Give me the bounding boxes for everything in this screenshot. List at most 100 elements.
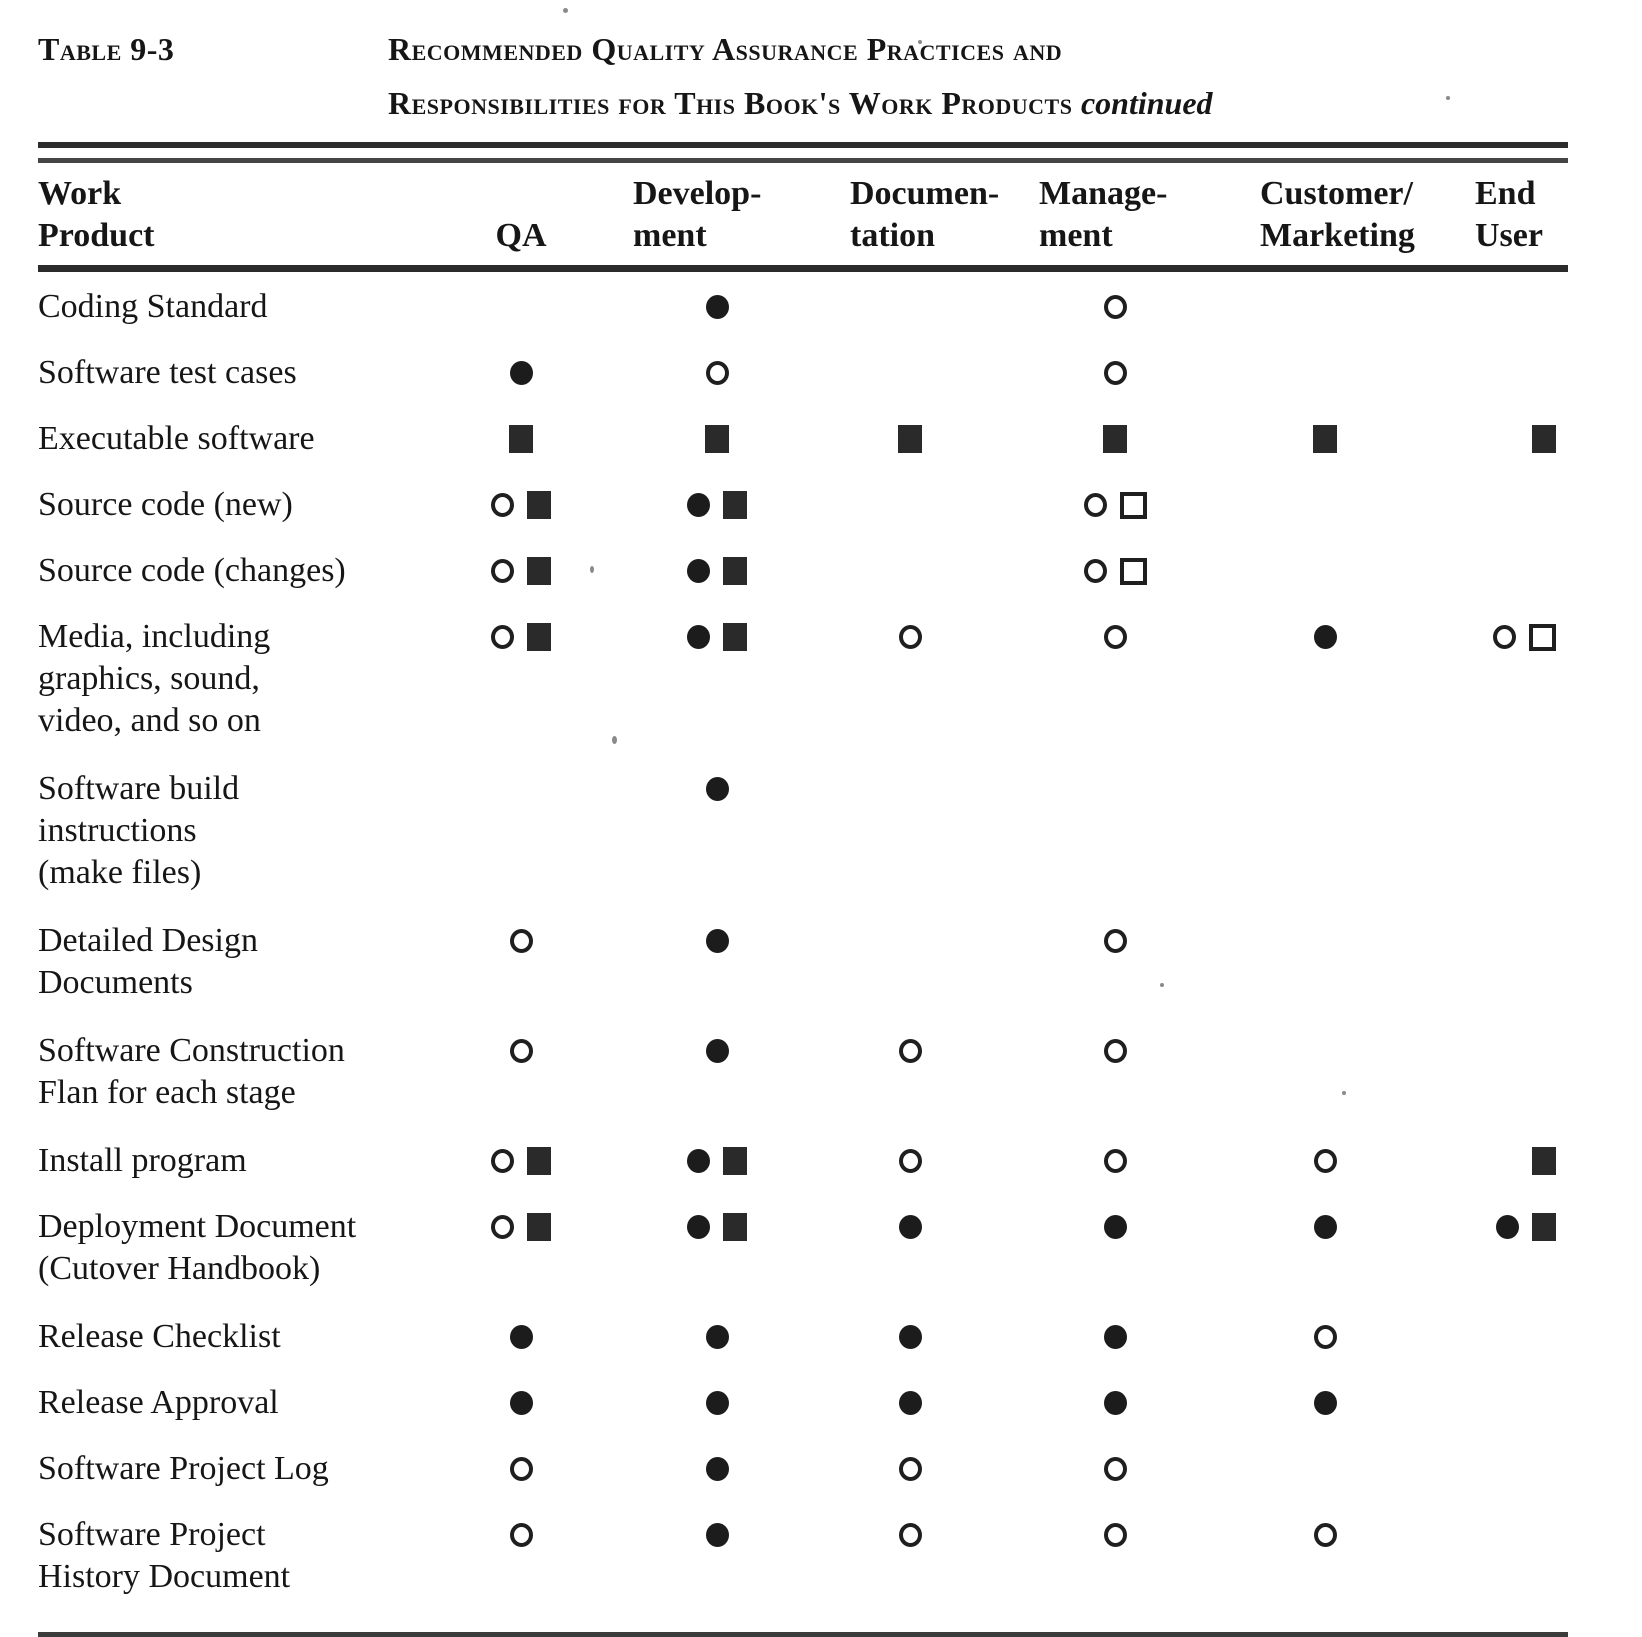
open-circle-icon [1083,493,1107,517]
bottom-rule [38,1632,1568,1637]
open-circle-icon [1103,1457,1127,1481]
table-row: Media, including graphics, sound, video,… [38,616,1568,768]
table-row: Source code (changes) [38,550,1568,616]
open-circle-icon [898,1149,922,1173]
cell-documentation [850,352,970,418]
open-circle-icon [898,1523,922,1547]
filled-circle-icon [509,1391,533,1415]
cell-management [970,616,1260,768]
work-product-name: Software Project Log [38,1450,329,1487]
filled-square-icon [527,623,551,651]
work-product-name: Deployment Document (Cutover Handbook) [38,1208,357,1287]
cell-management [970,1206,1260,1316]
cell-development [584,1382,850,1448]
work-product-name: Software Project History Document [38,1516,291,1595]
cell-end_user [1390,1448,1568,1514]
work-product-name: Release Approval [38,1384,279,1421]
cell-qa [458,1140,584,1206]
table-row: Release Approval [38,1382,1568,1448]
open-circle-icon [1313,1149,1337,1173]
cell-development [584,1514,850,1624]
work-product-name: Coding Standard [38,288,268,325]
cell-customer_marketing [1260,1206,1390,1316]
cell-development [584,352,850,418]
cell-customer_marketing [1260,920,1390,1030]
column-header-development: Develop- ment [584,163,850,272]
table-row: Software Project History Document [38,1514,1568,1624]
cell-end_user [1390,1206,1568,1316]
filled-square-icon [1313,425,1337,453]
cell-qa [458,1382,584,1448]
cell-management [970,269,1260,353]
table-header-row: Work Product QA Develop- ment Documen- tati… [38,163,1568,272]
work-product-name: Release Checklist [38,1318,281,1355]
cell-qa [458,352,584,418]
cell-qa [458,1030,584,1140]
table-row: Software test cases [38,352,1568,418]
filled-circle-icon [687,493,710,517]
cell-documentation [850,616,970,768]
work-product-name: Install program [38,1142,247,1179]
table-title-line2: Responsibilities for This Book's Work Pr… [388,85,1213,121]
filled-circle-icon [705,1457,729,1481]
column-header-customer_marketing: Customer/ Marketing [1260,163,1415,272]
cell-end_user [1390,1140,1568,1206]
table-row: Coding Standard [38,269,1568,353]
table-row: Source code (new) [38,484,1568,550]
cell-documentation [850,1514,970,1624]
work-product-name: Software Construction Flan for each stag… [38,1032,345,1111]
cell-qa [458,484,584,550]
work-product-name: Software build instructions (make files) [38,770,240,891]
filled-circle-icon [1313,1391,1337,1415]
scan-speck [1342,1091,1346,1095]
open-square-icon [1119,558,1147,585]
filled-circle-icon [705,295,729,319]
scan-speck [563,8,568,13]
table-row: Executable software [38,418,1568,484]
table-number-label: Table 9-3 [38,31,175,67]
filled-circle-icon [687,559,710,583]
cell-end_user [1390,418,1568,484]
open-circle-icon [509,1523,533,1547]
cell-qa [458,418,584,484]
cell-management [970,768,1260,920]
open-circle-icon [898,1457,922,1481]
cell-qa [458,616,584,768]
cell-documentation [850,484,970,550]
scan-speck [590,566,594,573]
open-circle-icon [1103,929,1127,953]
work-product-name: Software test cases [38,354,297,391]
table-row: Detailed Design Documents [38,920,1568,1030]
filled-circle-icon [705,1391,729,1415]
cell-management [970,1316,1260,1382]
open-circle-icon [509,1457,533,1481]
cell-customer_marketing [1260,768,1390,920]
open-circle-icon [509,1039,533,1063]
cell-customer_marketing [1260,1316,1390,1382]
cell-development [584,768,850,920]
cell-qa [458,1206,584,1316]
qa-responsibility-table: Work Product QA Develop- ment Documen- tati… [38,163,1568,1624]
work-product-name: Source code (changes) [38,552,346,589]
cell-customer_marketing [1260,352,1390,418]
cell-documentation [850,920,970,1030]
filled-square-icon [723,623,747,651]
filled-square-icon [527,557,551,585]
open-circle-icon [1103,1149,1127,1173]
filled-circle-icon [509,361,533,385]
open-circle-icon [1103,1523,1127,1547]
filled-square-icon [1532,1147,1556,1175]
table-row: Software Construction Flan for each stag… [38,1030,1568,1140]
open-circle-icon [1103,625,1127,649]
cell-development [584,1316,850,1382]
filled-circle-icon [705,777,729,801]
filled-circle-icon [509,1325,533,1349]
cell-development [584,1140,850,1206]
open-circle-icon [705,361,729,385]
column-header-management: Manage- ment [970,163,1260,272]
cell-customer_marketing [1260,1140,1390,1206]
cell-qa [458,269,584,353]
filled-square-icon [1103,425,1127,453]
cell-management [970,550,1260,616]
open-circle-icon [1103,1039,1127,1063]
